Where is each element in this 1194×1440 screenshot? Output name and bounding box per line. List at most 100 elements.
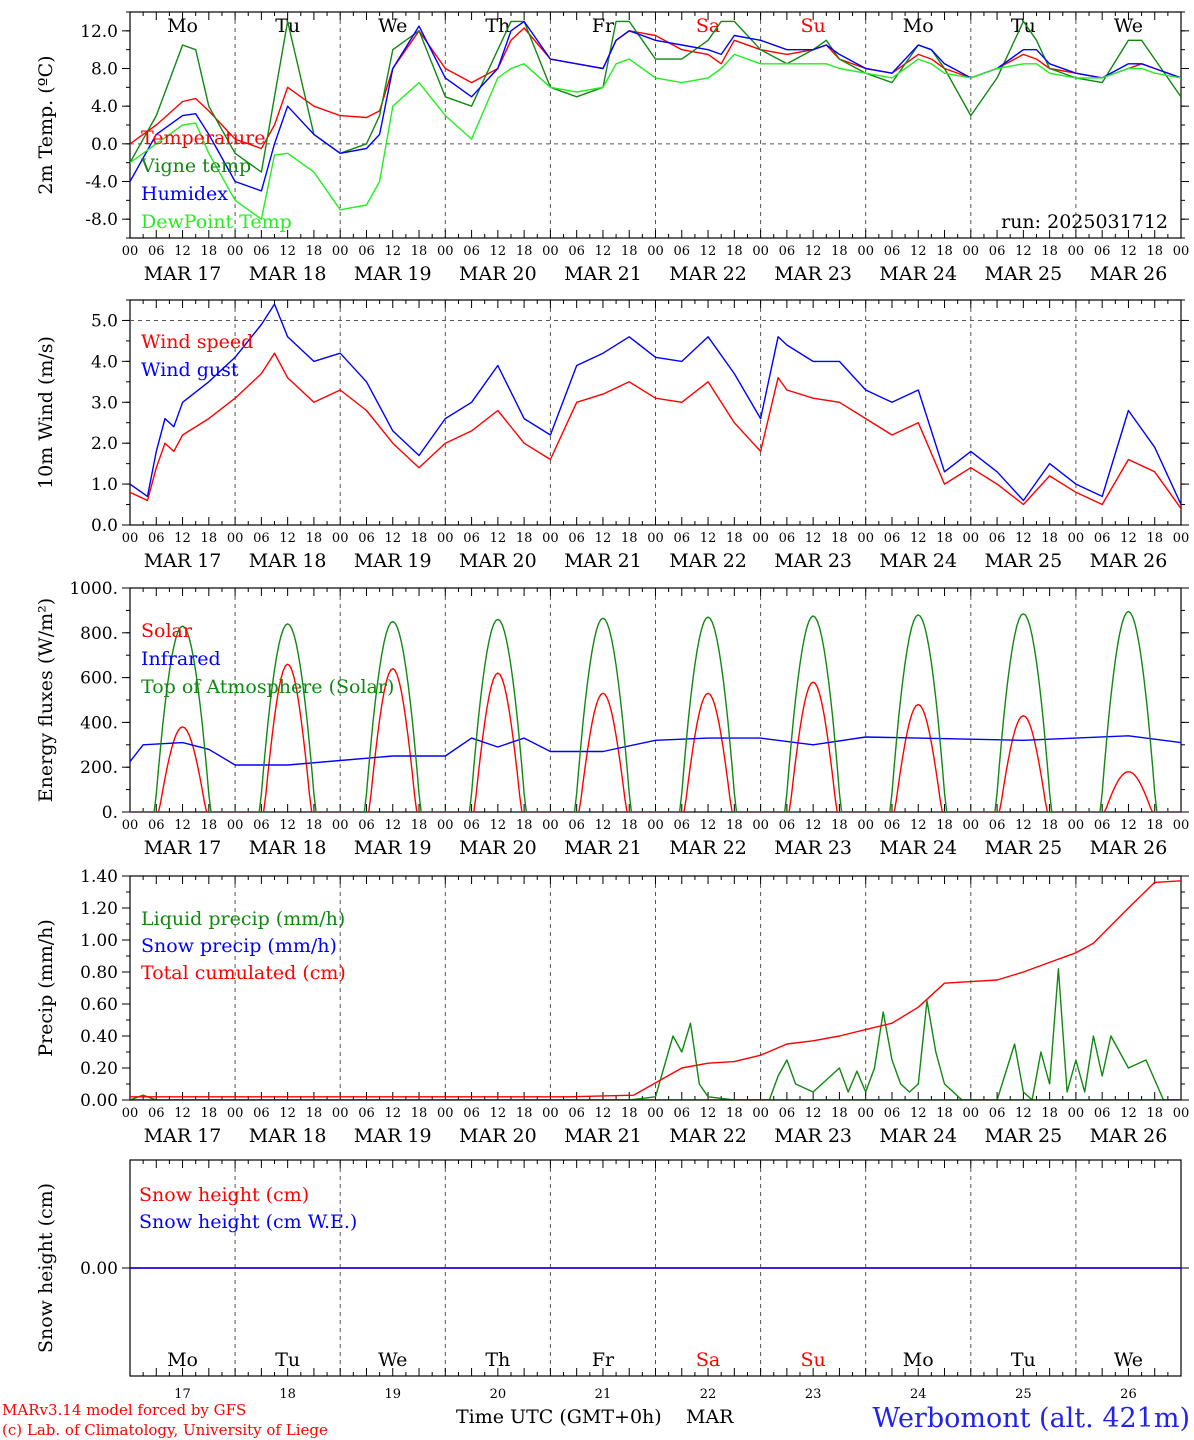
legend-energy: Solar Infrared Top of Atmosphere (Solar) [141,620,394,698]
date-label: MAR 22 [669,550,747,572]
hour-tick-label: 18 [1041,1106,1058,1121]
day-of-week-label: Sa [696,15,720,37]
series-line-dewpoint-temp [130,53,1181,220]
hour-tick-label: 18 [306,244,323,259]
lab-credit: (c) Lab. of Climatology, University of L… [2,1421,328,1439]
hour-tick-label: 00 [437,531,454,546]
hour-tick-label: 12 [174,1106,191,1121]
day-of-week-label: Tu [1011,1349,1036,1371]
hour-tick-label: 12 [910,531,927,546]
hour-tick-label: 12 [384,818,401,833]
hour-tick-label: 18 [306,1106,323,1121]
date-label: MAR 19 [354,263,432,285]
day-number-label: 24 [910,1387,927,1402]
hour-tick-label: 12 [805,1106,822,1121]
date-label: MAR 18 [249,1125,327,1147]
hour-tick-label: 18 [831,531,848,546]
hour-tick-label: 00 [332,818,349,833]
hour-tick-label: 00 [1068,1106,1085,1121]
hour-tick-label: 00 [647,818,664,833]
hour-tick-label: 12 [805,244,822,259]
hour-tick-label: 00 [1173,531,1190,546]
legend-snowwe-label: Snow height (cm W.E.) [139,1211,357,1233]
date-label: MAR 26 [1090,1125,1168,1147]
hour-tick-label: 06 [884,818,901,833]
series-line-total-cumulated-cm [130,880,1181,1098]
hour-tick-label: 12 [595,244,612,259]
hour-tick-label: 18 [201,531,218,546]
hour-tick-label: 12 [490,531,507,546]
hour-tick-label: 06 [779,531,796,546]
hour-tick-label: 18 [1041,531,1058,546]
date-label: MAR 26 [1090,550,1168,572]
date-label: MAR 18 [249,837,327,859]
hour-tick-label: 06 [358,818,375,833]
y-tick-label: 4.0 [91,352,118,372]
hour-tick-label: 06 [884,244,901,259]
hour-tick-label: 18 [306,818,323,833]
hour-tick-label: 12 [595,531,612,546]
legend-wind-gust-label: Wind gust [141,359,239,381]
date-label: MAR 21 [564,1125,642,1147]
series-line-solar [130,663,1181,812]
date-label: MAR 17 [144,1125,222,1147]
hour-tick-label: 06 [674,1106,691,1121]
hour-tick-label: 06 [253,244,270,259]
hour-tick-label: 06 [358,1106,375,1121]
hour-tick-label: 00 [857,818,874,833]
date-label: MAR 22 [669,837,747,859]
day-number-label: 20 [490,1387,507,1402]
y-tick-label: 600. [80,669,118,689]
hour-tick-label: 00 [963,1106,980,1121]
hour-tick-label: 00 [752,818,769,833]
y-tick-label: -8.0 [85,210,118,230]
hour-tick-label: 12 [279,818,296,833]
hour-tick-label: 00 [647,244,664,259]
y-axis-label: Precip (mm/h) [35,919,57,1057]
hour-tick-label: 18 [621,818,638,833]
hour-tick-label: 06 [674,531,691,546]
hour-tick-label: 18 [831,818,848,833]
hour-tick-label: 06 [1094,244,1111,259]
xaxis-month: MAR [686,1406,734,1428]
date-label: MAR 23 [774,263,852,285]
model-credit: MARv3.14 model forced by GFS [2,1401,246,1419]
y-tick-label: 0.40 [80,1027,118,1047]
day-of-week-label: Mo [903,1349,934,1371]
date-label: MAR 17 [144,837,222,859]
day-of-week-label: Su [801,15,826,37]
hour-tick-label: 12 [279,244,296,259]
series-line-top-of-atmosphere-solar [130,610,1181,812]
hour-tick-label: 00 [227,244,244,259]
hour-tick-label: 18 [516,244,533,259]
hour-tick-label: 00 [963,531,980,546]
hour-tick-label: 06 [674,818,691,833]
y-tick-label: 0.0 [91,516,118,536]
hour-tick-label: 06 [358,244,375,259]
date-label: MAR 19 [354,550,432,572]
legend-toa-label: Top of Atmosphere (Solar) [141,676,394,698]
date-label: MAR 17 [144,550,222,572]
hour-tick-label: 06 [1094,1106,1111,1121]
legend-wind-speed-label: Wind speed [141,331,253,353]
hour-tick-label: 00 [332,531,349,546]
y-tick-label: 0.60 [80,995,118,1015]
day-number-label: 23 [805,1387,822,1402]
hour-tick-label: 06 [989,818,1006,833]
hour-tick-label: 06 [568,531,585,546]
hour-tick-label: 12 [174,244,191,259]
legend-wind: Wind speed Wind gust [141,331,253,381]
day-number-label: 19 [384,1387,401,1402]
hour-tick-label: 12 [1015,1106,1032,1121]
hour-tick-label: 06 [779,244,796,259]
y-tick-label: 4.0 [91,97,118,117]
series-line-temperature [130,27,1181,150]
y-tick-label: 1000. [69,579,118,599]
hour-tick-label: 18 [936,531,953,546]
hour-tick-label: 06 [253,1106,270,1121]
date-label: MAR 26 [1090,263,1168,285]
y-tick-label: 800. [80,624,118,644]
hour-tick-label: 12 [910,818,927,833]
day-of-week-label: We [378,1349,407,1371]
day-number-label: 17 [174,1387,191,1402]
